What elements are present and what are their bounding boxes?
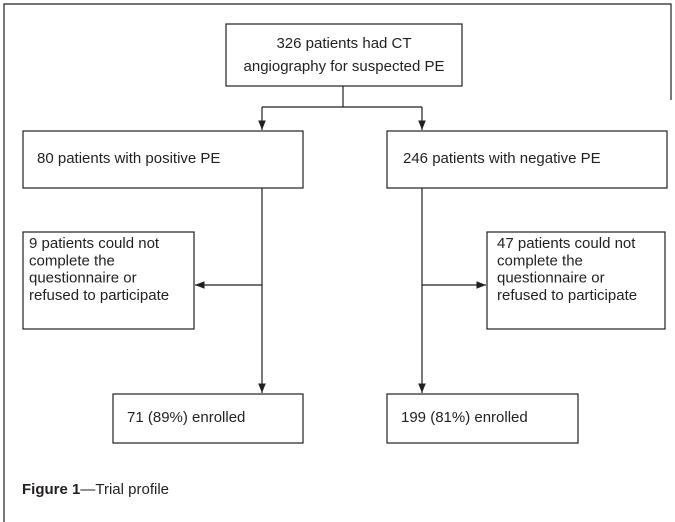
node-label: refused to participate bbox=[29, 287, 169, 304]
node: 199 (81%) enrolled bbox=[386, 393, 579, 444]
node-label: angiography for suspected PE bbox=[244, 58, 445, 75]
node-label: questionnaire or bbox=[497, 270, 605, 287]
caption-text: —Trial profile bbox=[80, 481, 169, 498]
node-label: refused to participate bbox=[497, 287, 637, 304]
node-label: 199 (81%) enrolled bbox=[401, 409, 528, 426]
node: 80 patients with positive PE bbox=[22, 130, 304, 189]
node-box bbox=[112, 393, 304, 444]
node-label: 47 patients could not bbox=[497, 235, 636, 252]
caption-label: Figure 1 bbox=[22, 481, 80, 498]
node-box bbox=[22, 231, 195, 330]
node-label: 326 patients had CT bbox=[276, 35, 411, 52]
node: 326 patients had CT angiography for suspe… bbox=[225, 23, 463, 87]
node-box bbox=[225, 23, 463, 87]
node-label: complete the bbox=[29, 252, 115, 269]
node-label: 80 patients with positive PE bbox=[37, 150, 220, 167]
node-label: complete the bbox=[497, 252, 583, 269]
node-box bbox=[386, 393, 579, 444]
frame bbox=[3, 3, 672, 522]
node-box bbox=[386, 130, 668, 189]
node-label: 71 (89%) enrolled bbox=[127, 409, 245, 426]
node-box bbox=[486, 231, 666, 330]
caption: Figure 1—Trial profile bbox=[22, 481, 169, 498]
node: 71 (89%) enrolled bbox=[112, 393, 304, 444]
node-label: questionnaire or bbox=[29, 270, 137, 287]
node: 246 patients with negative PE bbox=[386, 130, 668, 189]
node-label: 9 patients could not bbox=[29, 235, 160, 252]
node-label: 246 patients with negative PE bbox=[403, 150, 601, 167]
connectors bbox=[195, 86, 486, 393]
node-box bbox=[22, 130, 304, 189]
